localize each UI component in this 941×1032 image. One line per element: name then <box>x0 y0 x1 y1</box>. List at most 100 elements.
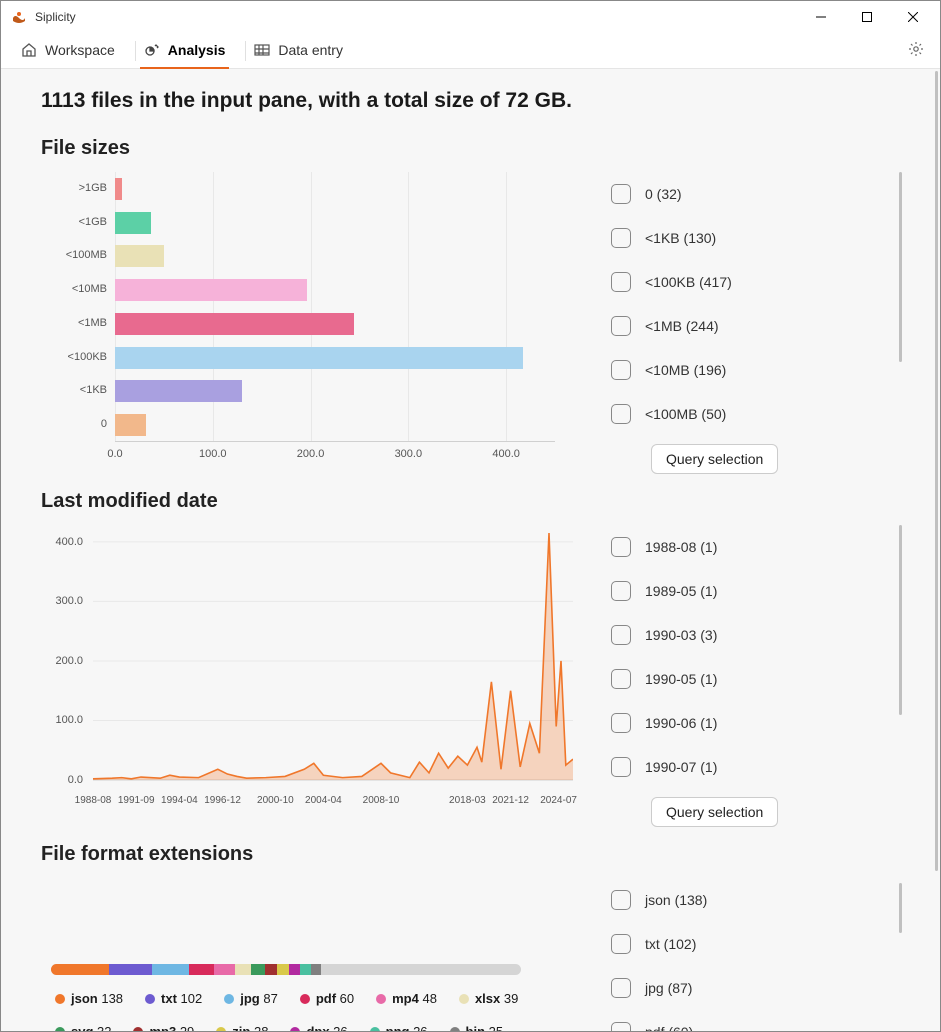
legend-item-mp4[interactable]: mp4 48 <box>376 991 437 1006</box>
query-selection-button[interactable]: Query selection <box>651 797 778 827</box>
legend-item-xlsx[interactable]: xlsx 39 <box>459 991 518 1006</box>
legend-dot <box>459 994 469 1004</box>
segment-dpx[interactable] <box>289 964 300 975</box>
checkbox[interactable] <box>611 669 631 689</box>
legend-item-zip[interactable]: zip 28 <box>216 1024 268 1031</box>
legend-label: jpg 87 <box>240 991 278 1006</box>
filter-row[interactable]: json (138) <box>611 878 900 922</box>
checkbox[interactable] <box>611 228 631 248</box>
segment-jpg[interactable] <box>152 964 189 975</box>
scrollbar-main[interactable] <box>935 71 938 871</box>
filter-row[interactable]: 1990-06 (1) <box>611 701 900 745</box>
scrollbar-side[interactable] <box>899 883 902 933</box>
legend-item-jpg[interactable]: jpg 87 <box>224 991 278 1006</box>
filter-row[interactable]: pdf (60) <box>611 1010 900 1031</box>
bar[interactable] <box>115 380 242 402</box>
minimize-button[interactable] <box>798 1 844 33</box>
tab-separator <box>245 41 246 61</box>
bar[interactable] <box>115 313 354 335</box>
legend-item-svg[interactable]: svg 32 <box>55 1024 111 1031</box>
checkbox[interactable] <box>611 713 631 733</box>
close-button[interactable] <box>890 1 936 33</box>
checkbox[interactable] <box>611 1022 631 1031</box>
x-axis-tick-label: 400.0 <box>492 448 520 460</box>
bar[interactable] <box>115 245 164 267</box>
filter-label: <10MB (196) <box>645 362 726 378</box>
segment-svg[interactable] <box>251 964 265 975</box>
filter-row[interactable]: <100MB (50) <box>611 392 900 436</box>
filter-row[interactable]: 1988-08 (1) <box>611 525 900 569</box>
query-selection-button[interactable]: Query selection <box>651 444 778 474</box>
y-axis-tick-label: <1KB <box>41 384 107 396</box>
bar[interactable] <box>115 414 146 436</box>
checkbox[interactable] <box>611 537 631 557</box>
scrollbar-side[interactable] <box>899 172 902 362</box>
legend-item-png[interactable]: png 26 <box>370 1024 428 1031</box>
segment-mp3[interactable] <box>265 964 277 975</box>
segment-mp4[interactable] <box>214 964 234 975</box>
tab-dataentry[interactable]: Data entry <box>250 33 347 69</box>
section-title: File sizes <box>41 137 900 160</box>
checkbox[interactable] <box>611 978 631 998</box>
filter-row[interactable]: 1990-03 (3) <box>611 613 900 657</box>
legend-item-pdf[interactable]: pdf 60 <box>300 991 354 1006</box>
segment-zip[interactable] <box>277 964 289 975</box>
tab-analysis[interactable]: Analysis <box>140 33 230 69</box>
checkbox[interactable] <box>611 272 631 292</box>
filter-row[interactable]: <10MB (196) <box>611 348 900 392</box>
filter-row[interactable]: 1989-05 (1) <box>611 569 900 613</box>
tab-workspace[interactable]: Workspace <box>17 33 119 69</box>
legend-dot <box>55 994 65 1004</box>
x-axis-tick-label: 2018-03 <box>449 795 486 806</box>
bar[interactable] <box>115 178 122 200</box>
filter-label: json (138) <box>645 892 707 908</box>
app-title: Siplicity <box>35 10 76 24</box>
checkbox[interactable] <box>611 360 631 380</box>
bar[interactable] <box>115 279 307 301</box>
checkbox[interactable] <box>611 625 631 645</box>
segment-json[interactable] <box>51 964 109 975</box>
filter-label: txt (102) <box>645 936 696 952</box>
filter-row[interactable]: 1990-05 (1) <box>611 657 900 701</box>
segment-pdf[interactable] <box>189 964 214 975</box>
segment-xlsx[interactable] <box>235 964 251 975</box>
file-sizes-chart: 0.0100.0200.0300.0400.0>1GB<1GB<100MB<10… <box>41 172 571 474</box>
x-axis-tick-label: 2004-04 <box>305 795 342 806</box>
checkbox[interactable] <box>611 404 631 424</box>
file-sizes-filters: 0 (32)<1KB (130) <100KB (417) <1MB (244) <1… <box>611 172 900 474</box>
legend-item-dpx[interactable]: dpx 26 <box>290 1024 347 1031</box>
content-area: 1113 files in the input pane, with a tot… <box>1 69 940 1031</box>
segment-bin[interactable] <box>311 964 322 975</box>
checkbox[interactable] <box>611 581 631 601</box>
checkbox[interactable] <box>611 934 631 954</box>
filter-row[interactable]: 0 (32) <box>611 172 900 216</box>
filter-row[interactable]: <1KB (130) <box>611 216 900 260</box>
segment-txt[interactable] <box>109 964 152 975</box>
filter-row[interactable]: <1MB (244) <box>611 304 900 348</box>
x-axis-tick-label: 100.0 <box>199 448 227 460</box>
segment-png[interactable] <box>300 964 311 975</box>
bar[interactable] <box>115 347 523 369</box>
legend-item-txt[interactable]: txt 102 <box>145 991 202 1006</box>
filter-row[interactable]: jpg (87) <box>611 966 900 1010</box>
filter-row[interactable]: <100KB (417) <box>611 260 900 304</box>
legend-dot <box>216 1027 226 1032</box>
filter-row[interactable]: 1990-07 (1) <box>611 745 900 789</box>
filter-row[interactable]: txt (102) <box>611 922 900 966</box>
legend-label: dpx 26 <box>306 1024 347 1031</box>
filter-label: <100KB (417) <box>645 274 732 290</box>
legend-item-mp3[interactable]: mp3 29 <box>133 1024 194 1031</box>
legend-item-json[interactable]: json 138 <box>55 991 123 1006</box>
filter-label: <100MB (50) <box>645 406 726 422</box>
checkbox[interactable] <box>611 184 631 204</box>
app-icon <box>11 9 27 25</box>
settings-button[interactable] <box>904 37 928 64</box>
scrollbar-side[interactable] <box>899 525 902 715</box>
legend-dot <box>370 1027 380 1032</box>
legend-item-bin[interactable]: bin 25 <box>450 1024 504 1031</box>
checkbox[interactable] <box>611 890 631 910</box>
checkbox[interactable] <box>611 316 631 336</box>
checkbox[interactable] <box>611 757 631 777</box>
maximize-button[interactable] <box>844 1 890 33</box>
bar[interactable] <box>115 212 151 234</box>
